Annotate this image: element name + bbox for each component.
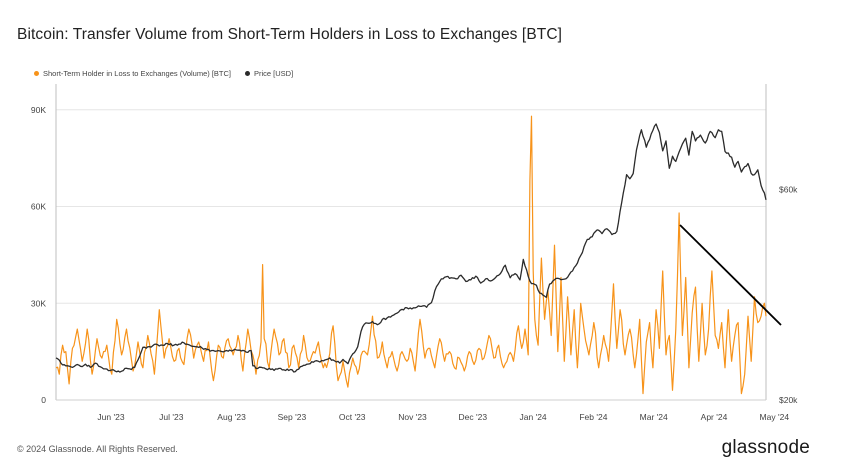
x-tick-label: May '24 <box>760 412 790 422</box>
x-tick-label: Apr '24 <box>701 412 728 422</box>
x-tick-label: Sep '23 <box>278 412 307 422</box>
chart-title: Bitcoin: Transfer Volume from Short-Term… <box>17 26 563 43</box>
x-tick-label: Jan '24 <box>520 412 547 422</box>
x-tick-label: Aug '23 <box>217 412 246 422</box>
y-left-tick-label: 30K <box>31 298 46 308</box>
trend-annotation-line <box>679 224 782 326</box>
x-tick-label: Oct '23 <box>339 412 366 422</box>
legend-item-volume[interactable]: Short-Term Holder in Loss to Exchanges (… <box>34 69 231 78</box>
legend-dot-volume <box>34 71 39 76</box>
series-line-price <box>55 123 767 373</box>
y-left-tick-label: 0 <box>41 395 46 405</box>
y-left-tick-label: 90K <box>31 105 46 115</box>
legend-item-price[interactable]: Price [USD] <box>245 69 293 78</box>
x-tick-label: Mar '24 <box>640 412 668 422</box>
legend-label-volume: Short-Term Holder in Loss to Exchanges (… <box>43 69 231 78</box>
chart-legend: Short-Term Holder in Loss to Exchanges (… <box>34 69 293 78</box>
x-tick-label: Feb '24 <box>579 412 607 422</box>
copyright-notice: © 2024 Glassnode. All Rights Reserved. <box>17 444 178 454</box>
x-tick-label: Jun '23 <box>97 412 124 422</box>
legend-label-price: Price [USD] <box>254 69 294 78</box>
brand-logo: glassnode <box>721 437 810 458</box>
legend-dot-price <box>245 71 250 76</box>
y-right-tick-label: $60k <box>779 184 798 194</box>
y-left-tick-label: 60K <box>31 202 46 212</box>
x-tick-label: Jul '23 <box>159 412 184 422</box>
x-tick-label: Nov '23 <box>398 412 427 422</box>
series-line-volume <box>55 115 767 395</box>
y-right-tick-label: $20k <box>779 395 798 405</box>
x-tick-label: Dec '23 <box>459 412 488 422</box>
